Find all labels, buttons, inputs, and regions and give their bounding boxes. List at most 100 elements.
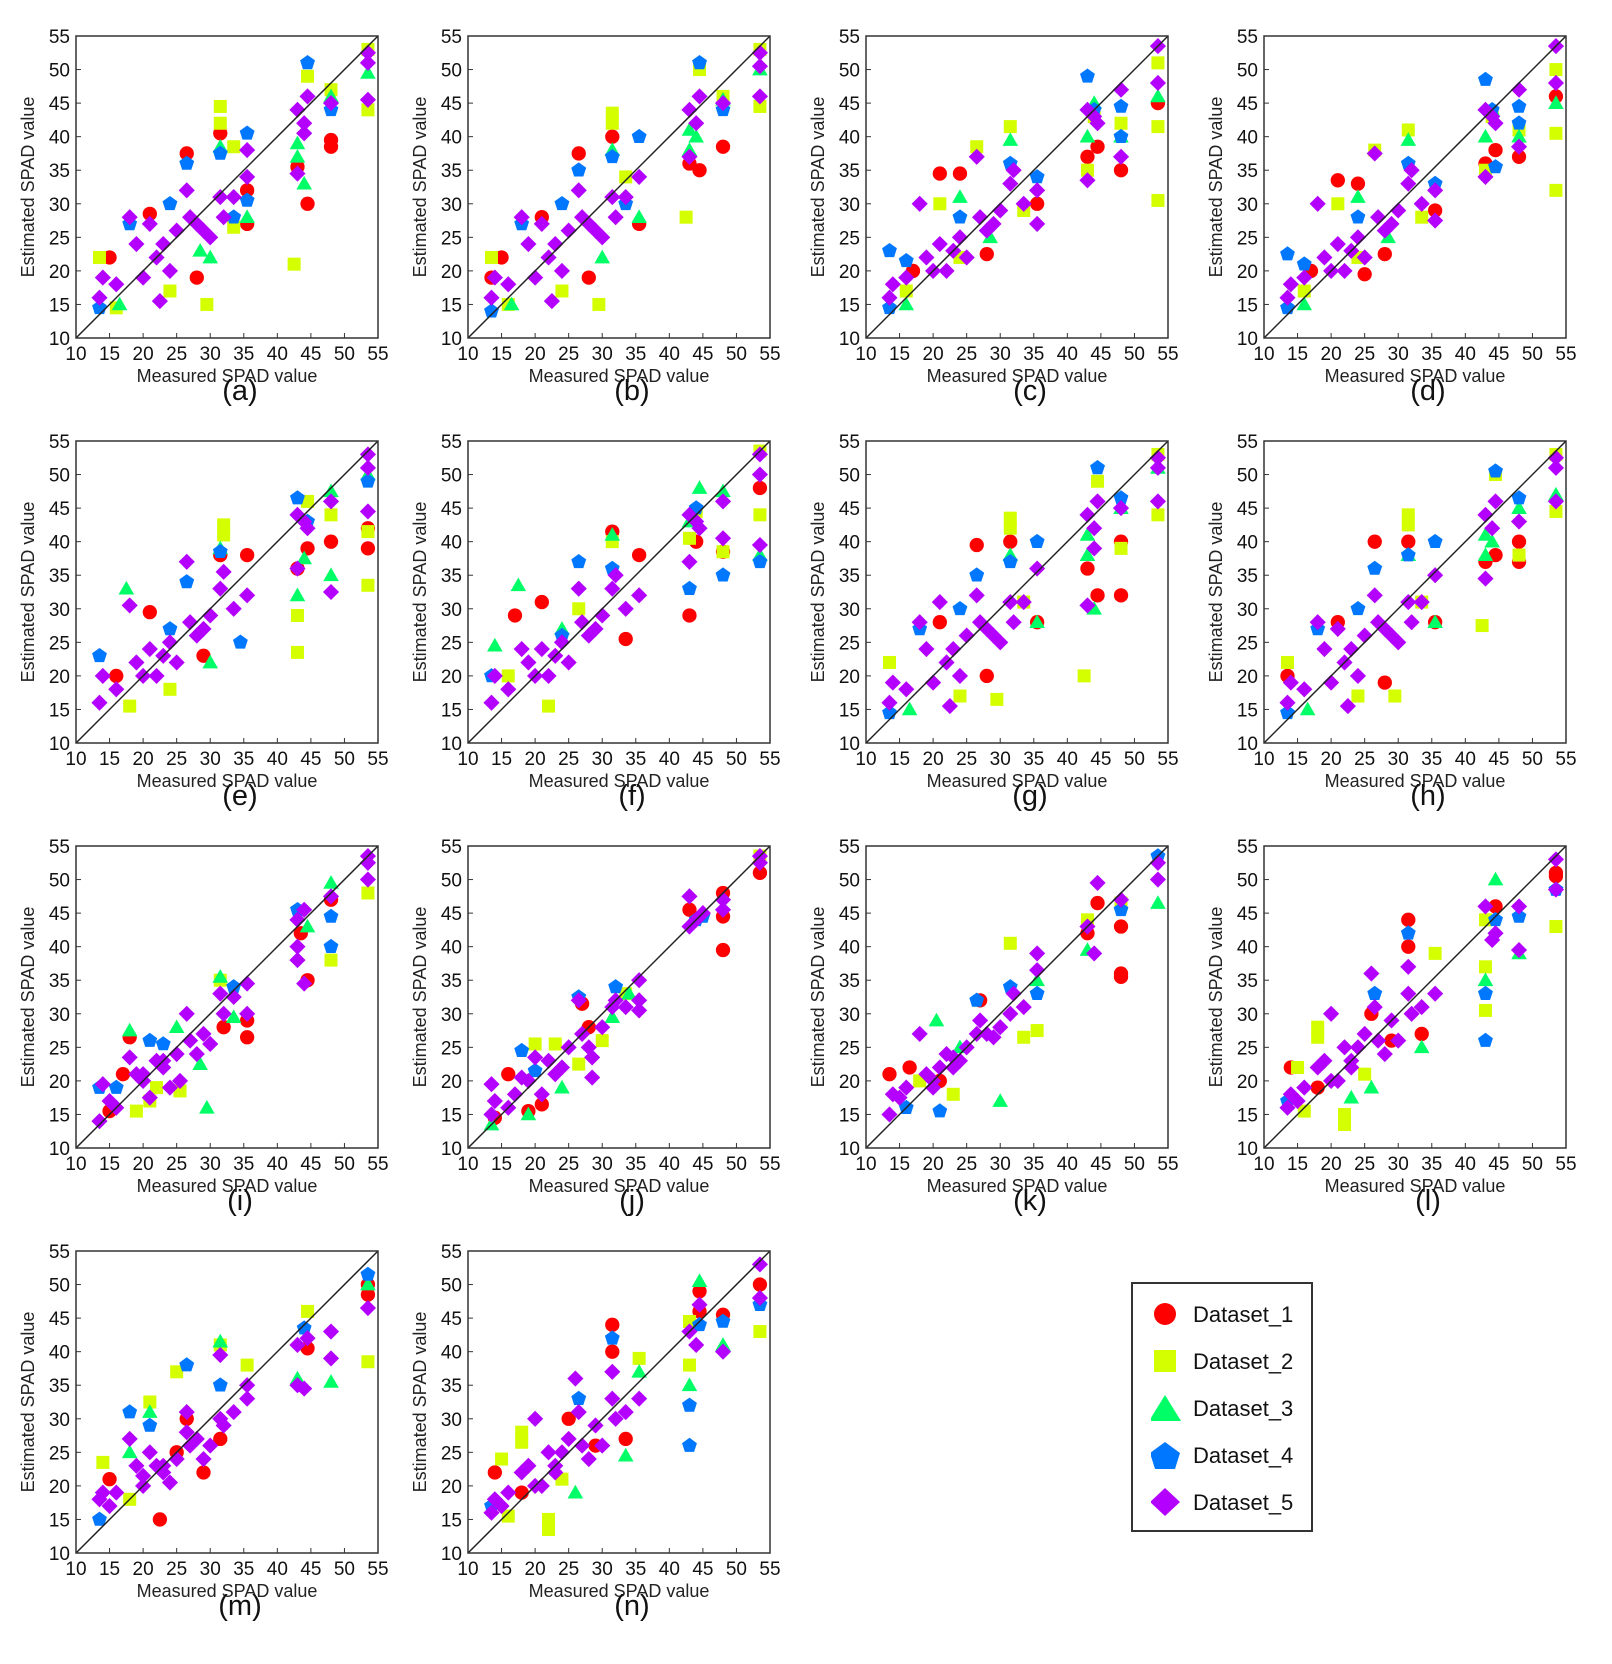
y-tick-label: 10 (49, 329, 70, 350)
data-point-dataset-2 (1151, 120, 1165, 134)
data-point-dataset-1 (1113, 588, 1129, 603)
data-point-dataset-2 (290, 645, 304, 659)
data-point-dataset-5 (161, 1474, 179, 1491)
data-point-dataset-5 (1149, 449, 1166, 466)
y-tick-label: 25 (49, 228, 70, 249)
diamond-marker-icon (1151, 1488, 1180, 1516)
data-point-dataset-5 (141, 1444, 158, 1461)
data-point-dataset-5 (1366, 145, 1383, 162)
data-point-dataset-1 (605, 129, 620, 144)
data-point-dataset-5 (1316, 640, 1333, 658)
data-point-dataset-2 (361, 578, 375, 592)
data-point-dataset-2 (484, 250, 498, 264)
data-point-dataset-2 (217, 518, 231, 532)
data-point-dataset-5 (972, 209, 989, 226)
data-point-dataset-5 (631, 1002, 648, 1019)
data-point-dataset-1 (115, 1067, 131, 1082)
points (483, 42, 768, 318)
x-tick-label: 50 (334, 1559, 355, 1580)
data-point-dataset-1 (216, 1020, 231, 1035)
reference-line-1-to-1 (75, 845, 379, 1149)
x-tick-label: 30 (200, 749, 221, 770)
y-tick-label: 10 (839, 329, 860, 350)
data-point-dataset-5 (299, 88, 316, 105)
data-point-dataset-2 (361, 103, 375, 117)
data-point-dataset-2 (953, 689, 967, 703)
x-tick-label: 15 (889, 749, 910, 770)
data-point-dataset-4 (1478, 71, 1493, 86)
x-tick-label: 45 (300, 1154, 321, 1175)
x-tick-label: 40 (659, 1154, 680, 1175)
plot-frame (1263, 440, 1567, 744)
data-point-dataset-5 (178, 1404, 195, 1421)
data-point-dataset-5 (1547, 881, 1564, 898)
y-tick-label: 55 (49, 27, 70, 48)
data-point-dataset-5 (1079, 597, 1096, 614)
data-point-dataset-2 (1080, 163, 1094, 177)
data-point-dataset-5 (161, 1079, 179, 1096)
x-tick-label: 30 (592, 1559, 613, 1580)
data-point-dataset-5 (898, 681, 915, 698)
data-point-dataset-1 (1029, 196, 1045, 211)
panel-caption: (h) (1410, 780, 1446, 812)
data-point-dataset-2 (1091, 474, 1105, 488)
data-point-dataset-5 (691, 88, 708, 105)
scatter-panel: 10 10 15 15 20 20 25 25 30 30 35 35 40 40 45 45 50 50 55 55… (1188, 20, 1588, 430)
data-point-dataset-2 (1338, 1107, 1352, 1121)
reference-line-1-to-1 (75, 1250, 379, 1554)
y-axis-label: Estimated SPAD value (1206, 97, 1226, 278)
y-tick-label: 55 (441, 432, 462, 453)
x-tick-label: 40 (1455, 749, 1476, 770)
x-tick-label: 50 (726, 1559, 747, 1580)
data-point-dataset-3 (1413, 1039, 1430, 1054)
data-point-dataset-5 (141, 1089, 158, 1106)
x-tick-label: 20 (525, 749, 546, 770)
x-tick-label: 55 (367, 749, 388, 770)
data-point-dataset-5 (1279, 694, 1296, 711)
data-point-dataset-5 (94, 269, 111, 286)
x-tick-label: 25 (166, 1154, 187, 1175)
data-point-dataset-3 (192, 1056, 208, 1070)
data-point-dataset-1 (1511, 149, 1527, 164)
panel-caption: (j) (619, 1185, 645, 1217)
data-point-dataset-5 (1349, 229, 1367, 246)
data-point-dataset-1 (189, 270, 204, 285)
data-point-dataset-1 (979, 668, 994, 684)
x-axis-label: Measured SPAD value (1325, 771, 1506, 791)
data-point-dataset-5 (570, 992, 587, 1009)
y-tick-label: 50 (1237, 871, 1258, 892)
y-tick-label: 10 (839, 734, 860, 755)
data-point-dataset-3 (681, 122, 698, 136)
data-point-dataset-4 (360, 1266, 376, 1281)
x-tick-label: 50 (1522, 749, 1543, 770)
data-point-dataset-5 (212, 580, 229, 597)
reference-line-1-to-1 (1263, 845, 1567, 1149)
data-point-dataset-5 (108, 276, 125, 293)
y-tick-label: 35 (1237, 566, 1258, 587)
data-point-dataset-4 (1113, 98, 1129, 113)
data-point-dataset-5 (918, 249, 935, 266)
data-point-dataset-4 (155, 1036, 171, 1051)
x-tick-label: 35 (1023, 344, 1044, 365)
data-point-dataset-4 (571, 162, 587, 177)
y-tick-label: 50 (441, 61, 462, 82)
data-point-dataset-1 (360, 541, 376, 556)
data-point-dataset-5 (951, 667, 969, 684)
x-axis-label: Measured SPAD value (137, 366, 318, 386)
data-point-dataset-3 (1548, 95, 1564, 109)
data-point-dataset-5 (1477, 898, 1494, 915)
y-tick-label: 50 (839, 466, 860, 487)
data-point-dataset-5 (359, 1299, 376, 1317)
x-tick-label: 30 (1388, 749, 1409, 770)
data-point-dataset-5 (1309, 195, 1326, 212)
y-tick-label: 10 (441, 1139, 462, 1160)
data-point-dataset-3 (296, 550, 312, 565)
data-point-dataset-5 (195, 1025, 212, 1042)
y-tick-label: 40 (1237, 938, 1258, 959)
x-tick-label: 35 (625, 1154, 646, 1175)
data-point-dataset-1 (1003, 534, 1018, 549)
data-point-dataset-3 (121, 1444, 138, 1459)
data-point-dataset-2 (213, 99, 227, 113)
x-tick-label: 40 (1455, 344, 1476, 365)
